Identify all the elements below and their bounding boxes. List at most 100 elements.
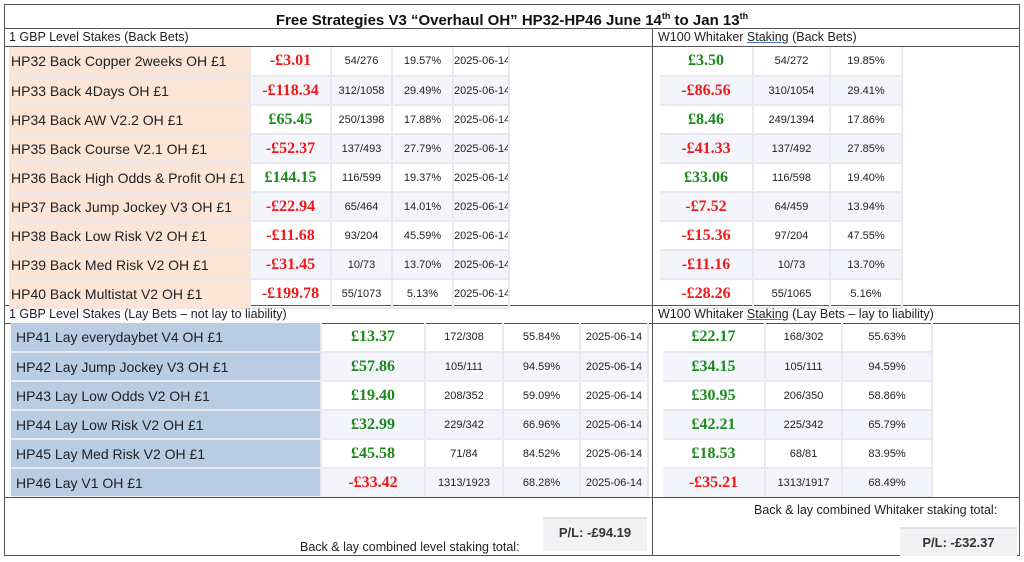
table-row: HP45 Lay Med Risk V2 OH £1 £45.58 71/84 84.… xyxy=(11,439,649,469)
strike-count: 250/1398 xyxy=(331,105,393,135)
strategy-name: HP44 Lay Low Risk V2 OH £1 xyxy=(11,410,322,440)
strike-count: 249/1394 xyxy=(753,105,831,135)
back-level-header: 1 GBP Level Stakes (Back Bets) xyxy=(4,29,653,47)
strike-count: 1313/1917 xyxy=(765,468,843,498)
strike-count: 105/111 xyxy=(765,352,843,382)
page-title: Free Strategies V3 “Overhaul OH” HP32-HP… xyxy=(4,4,1020,29)
table-row: -£28.26 55/1065 5.16% xyxy=(660,279,903,309)
profit-loss: -£33.42 xyxy=(321,468,426,498)
strategy-name: HP33 Back 4Days OH £1 xyxy=(9,76,251,106)
strategy-name: HP40 Back Multistat V2 OH £1 xyxy=(9,279,251,309)
strike-rate: 5.13% xyxy=(392,279,454,309)
table-row: £34.15 105/111 94.59% xyxy=(663,352,933,382)
strategy-name: HP36 Back High Odds & Profit OH £1 xyxy=(9,163,251,193)
table-row: HP44 Lay Low Risk V2 OH £1 £32.99 229/342 6… xyxy=(11,410,649,440)
profit-loss: -£35.21 xyxy=(663,468,766,498)
table-row: -£11.16 10/73 13.70% xyxy=(660,250,903,280)
table-row: HP41 Lay everydaybet V4 OH £1 £13.37 172/3… xyxy=(11,323,649,353)
profit-loss: -£41.33 xyxy=(660,134,754,164)
strike-rate: 27.85% xyxy=(830,134,903,164)
strike-rate: 68.28% xyxy=(503,468,581,498)
start-date: 2025-06-14 xyxy=(453,134,510,164)
table-row: HP43 Lay Low Odds V2 OH £1 £19.40 208/352 5… xyxy=(11,381,649,411)
profit-loss: £30.95 xyxy=(663,381,766,411)
table-row: £8.46 249/1394 17.86% xyxy=(660,105,903,135)
profit-loss: -£118.34 xyxy=(250,76,332,106)
start-date: 2025-06-14 xyxy=(453,76,510,106)
start-date: 2025-06-14 xyxy=(580,381,649,411)
strategy-name: HP46 Lay V1 OH £1 xyxy=(11,468,322,498)
table-row: HP40 Back Multistat V2 OH £1 -£199.78 55/1… xyxy=(9,279,510,309)
strike-count: 172/308 xyxy=(425,323,504,353)
column-divider xyxy=(652,29,653,556)
profit-loss: £22.17 xyxy=(663,323,766,353)
start-date: 2025-06-14 xyxy=(580,439,649,469)
table-row: -£86.56 310/1054 29.41% xyxy=(660,76,903,106)
strike-count: 71/84 xyxy=(425,439,504,469)
back-whitaker-table: £3.50 54/272 19.85% -£86.56 310/1054 29.41% £8… xyxy=(660,47,903,309)
table-row: -£41.33 137/492 27.85% xyxy=(660,134,903,164)
profit-loss: £45.58 xyxy=(321,439,426,469)
strike-rate: 27.79% xyxy=(392,134,454,164)
table-row: -£35.21 1313/1917 68.49% xyxy=(663,468,933,498)
profit-loss: £13.37 xyxy=(321,323,426,353)
strategy-name: HP38 Back Low Risk V2 OH £1 xyxy=(9,221,251,251)
profit-loss: -£28.26 xyxy=(660,279,754,309)
strike-rate: 58.86% xyxy=(842,381,933,411)
start-date: 2025-06-14 xyxy=(580,352,649,382)
strike-count: 105/111 xyxy=(425,352,504,382)
strike-rate: 17.86% xyxy=(830,105,903,135)
profit-loss: -£3.01 xyxy=(250,47,332,77)
table-row: £3.50 54/272 19.85% xyxy=(660,47,903,77)
profit-loss: -£11.16 xyxy=(660,250,754,280)
strike-count: 54/276 xyxy=(331,47,393,77)
back-whitaker-header: W100 Whitaker Staking (Back Bets) xyxy=(653,29,1020,47)
table-row: -£7.52 64/459 13.94% xyxy=(660,192,903,222)
strike-rate: 19.85% xyxy=(830,47,903,77)
strike-count: 137/493 xyxy=(331,134,393,164)
strike-count: 116/599 xyxy=(331,163,393,193)
table-row: HP34 Back AW V2.2 OH £1 £65.45 250/1398 17.… xyxy=(9,105,510,135)
whitaker-total-label: Back & lay combined Whitaker staking tot… xyxy=(754,503,998,517)
table-row: £33.06 116/598 19.40% xyxy=(660,163,903,193)
start-date: 2025-06-14 xyxy=(453,47,510,77)
strategy-name: HP32 Back Copper 2weeks OH £1 xyxy=(9,47,251,77)
profit-loss: £32.99 xyxy=(321,410,426,440)
table-row: £18.53 68/81 83.95% xyxy=(663,439,933,469)
back-level-table: HP32 Back Copper 2weeks OH £1 -£3.01 54/27… xyxy=(9,47,510,309)
start-date: 2025-06-14 xyxy=(453,250,510,280)
strike-rate: 14.01% xyxy=(392,192,454,222)
table-row: £42.21 225/342 65.79% xyxy=(663,410,933,440)
profit-loss: -£86.56 xyxy=(660,76,754,106)
whitaker-total-value: P/L: -£32.37 xyxy=(900,527,1017,556)
strike-rate: 13.70% xyxy=(830,250,903,280)
start-date: 2025-06-14 xyxy=(580,410,649,440)
table-row: HP46 Lay V1 OH £1 -£33.42 1313/1923 68.28% 2… xyxy=(11,468,649,498)
strategy-name: HP45 Lay Med Risk V2 OH £1 xyxy=(11,439,322,469)
strike-count: 93/204 xyxy=(331,221,393,251)
strike-count: 65/464 xyxy=(331,192,393,222)
strike-rate: 47.55% xyxy=(830,221,903,251)
strike-rate: 83.95% xyxy=(842,439,933,469)
start-date: 2025-06-14 xyxy=(453,221,510,251)
profit-loss: £19.40 xyxy=(321,381,426,411)
profit-loss: -£7.52 xyxy=(660,192,754,222)
strategy-name: HP35 Back Course V2.1 OH £1 xyxy=(9,134,251,164)
strike-count: 229/342 xyxy=(425,410,504,440)
strike-rate: 13.94% xyxy=(830,192,903,222)
strike-rate: 55.63% xyxy=(842,323,933,353)
strike-rate: 66.96% xyxy=(503,410,581,440)
start-date: 2025-06-14 xyxy=(453,163,510,193)
profit-loss: -£22.94 xyxy=(250,192,332,222)
start-date: 2025-06-14 xyxy=(453,192,510,222)
table-row: HP39 Back Med Risk V2 OH £1 -£31.45 10/73 1… xyxy=(9,250,510,280)
strike-rate: 13.70% xyxy=(392,250,454,280)
strike-count: 64/459 xyxy=(753,192,831,222)
table-row: HP37 Back Jump Jockey V3 OH £1 -£22.94 65/… xyxy=(9,192,510,222)
table-row: -£15.36 97/204 47.55% xyxy=(660,221,903,251)
strike-rate: 17.88% xyxy=(392,105,454,135)
strike-rate: 19.57% xyxy=(392,47,454,77)
strike-count: 312/1058 xyxy=(331,76,393,106)
start-date: 2025-06-14 xyxy=(580,468,649,498)
table-row: £30.95 206/350 58.86% xyxy=(663,381,933,411)
